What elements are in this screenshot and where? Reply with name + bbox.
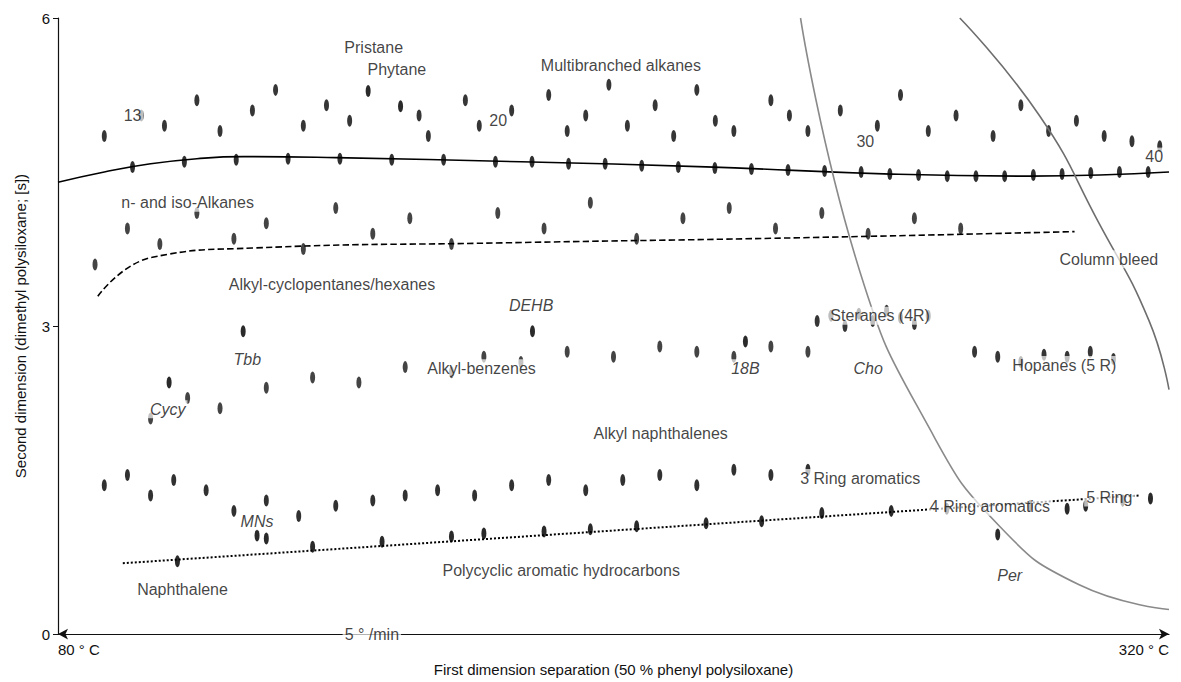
svg-text:20: 20	[489, 112, 507, 129]
svg-text:Tbb: Tbb	[234, 351, 262, 368]
svg-text:0: 0	[42, 626, 50, 643]
svg-text:First dimension separation (50: First dimension separation (50 % phenyl …	[434, 661, 793, 678]
svg-text:5 Ring: 5 Ring	[1086, 489, 1132, 506]
svg-text:Cho: Cho	[853, 360, 882, 377]
svg-text:3 Ring aromatics: 3 Ring aromatics	[800, 470, 920, 487]
svg-text:Polycyclic aromatic hydrocarbo: Polycyclic aromatic hydrocarbons	[442, 562, 679, 579]
svg-text:Alkyl-cyclopentanes/hexanes: Alkyl-cyclopentanes/hexanes	[229, 276, 435, 293]
svg-text:Steranes (4R): Steranes (4R)	[830, 307, 930, 324]
svg-text:40: 40	[1145, 148, 1163, 165]
svg-text:Phytane: Phytane	[367, 61, 426, 78]
svg-text:Second dimension (dimethyl pol: Second dimension (dimethyl polysiloxane;…	[12, 174, 29, 478]
svg-text:Naphthalene: Naphthalene	[137, 581, 228, 598]
svg-text:Cycy: Cycy	[150, 401, 187, 418]
svg-text:Per: Per	[997, 567, 1023, 584]
svg-text:Alkyl-benzenes: Alkyl-benzenes	[427, 360, 536, 377]
svg-text:30: 30	[856, 133, 874, 150]
svg-text:n- and iso-Alkanes: n- and iso-Alkanes	[121, 194, 254, 211]
svg-text:18B: 18B	[731, 360, 760, 377]
svg-text:320 ° C: 320 ° C	[1119, 641, 1169, 658]
svg-text:Column bleed: Column bleed	[1059, 251, 1158, 268]
svg-text:Alkyl naphthalenes: Alkyl naphthalenes	[594, 425, 728, 442]
svg-text:5 ° /min: 5 ° /min	[345, 626, 399, 643]
svg-text:Hopanes (5 R): Hopanes (5 R)	[1012, 357, 1116, 374]
svg-text:Pristane: Pristane	[344, 39, 403, 56]
svg-text:Multibranched alkanes: Multibranched alkanes	[541, 57, 701, 74]
svg-text:DEHB: DEHB	[509, 297, 554, 314]
svg-text:80 ° C: 80 ° C	[58, 641, 100, 658]
svg-text:3: 3	[42, 318, 50, 335]
svg-text:13: 13	[124, 107, 142, 124]
svg-text:6: 6	[42, 10, 50, 27]
svg-text:4 Ring aromatics: 4 Ring aromatics	[930, 498, 1050, 515]
svg-text:MNs: MNs	[241, 513, 274, 530]
